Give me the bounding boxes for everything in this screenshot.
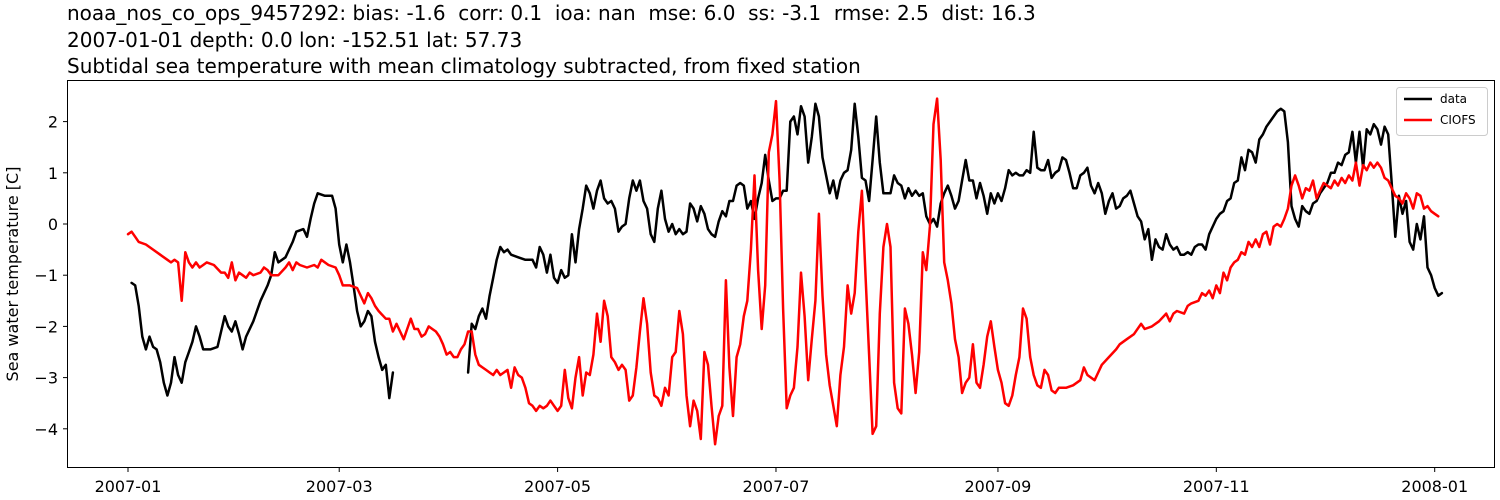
x-axis: 2007-01 2007-03 2007-05 2007-07 2007-09 2007-… bbox=[95, 467, 1468, 496]
y-tick-label: −3 bbox=[34, 369, 58, 388]
y-tick-label: 1 bbox=[48, 164, 58, 183]
y-tick-label: −4 bbox=[34, 420, 58, 439]
x-tick-label: 2007-01 bbox=[95, 477, 162, 496]
x-tick-label: 2007-11 bbox=[1183, 477, 1250, 496]
plot-series bbox=[126, 97, 1444, 446]
legend: data CIOFS bbox=[1396, 87, 1488, 136]
y-tick-label: 0 bbox=[48, 215, 58, 234]
series-line-data bbox=[466, 102, 1444, 374]
chart-title-station-info: 2007-01-01 depth: 0.0 lon: -152.51 lat: … bbox=[67, 28, 523, 52]
y-tick-label: −1 bbox=[34, 266, 58, 285]
series-line-data bbox=[130, 192, 395, 400]
x-tick-label: 2007-09 bbox=[965, 477, 1032, 496]
legend-label-ciofs: CIOFS bbox=[1440, 113, 1476, 127]
x-tick-label: 2008-01 bbox=[1401, 477, 1468, 496]
plot-frame bbox=[67, 80, 1495, 468]
x-tick-label: 2007-07 bbox=[743, 477, 810, 496]
series-line-ciofs bbox=[126, 97, 1440, 446]
chart-title-stats: noaa_nos_co_ops_9457292: bias: -1.6 corr… bbox=[67, 1, 1036, 25]
y-tick-label: −2 bbox=[34, 317, 58, 336]
x-tick-label: 2007-03 bbox=[306, 477, 373, 496]
y-axis-label: Sea water temperature [C] bbox=[3, 167, 22, 382]
legend-label-data: data bbox=[1440, 92, 1467, 106]
y-axis: −4 −3 −2 −1 0 1 2 bbox=[34, 113, 68, 439]
y-tick-label: 2 bbox=[48, 113, 58, 132]
x-tick-label: 2007-05 bbox=[524, 477, 591, 496]
chart-title-description: Subtidal sea temperature with mean clima… bbox=[67, 54, 861, 78]
